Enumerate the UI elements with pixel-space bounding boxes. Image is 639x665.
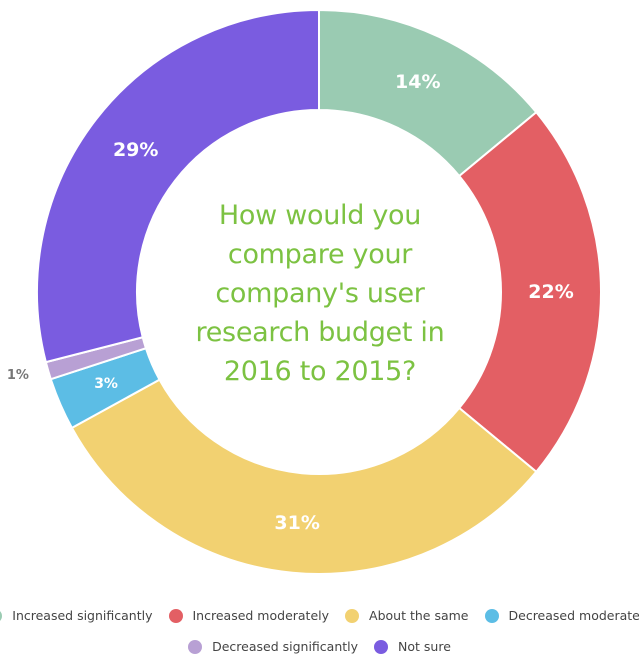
legend-label: Increased significantly bbox=[12, 608, 153, 623]
slice-label: 3% bbox=[94, 376, 118, 392]
legend-item-about-the-same[interactable]: About the same bbox=[345, 608, 469, 623]
legend-swatch bbox=[168, 608, 183, 623]
legend-swatch bbox=[374, 639, 389, 654]
donut-chart: 14% 22% 31% 3% 1% 29% bbox=[7, 8, 603, 575]
slice-increased-moderately[interactable] bbox=[457, 110, 603, 474]
legend-label: Decreased significantly bbox=[212, 639, 359, 654]
chart-title: How would you compare your company's use… bbox=[170, 196, 470, 391]
slice-label: 22% bbox=[528, 281, 573, 303]
legend-label: Decreased moderately bbox=[508, 608, 639, 623]
slice-label: 29% bbox=[113, 139, 158, 161]
donut-slices bbox=[36, 8, 603, 575]
slice-label: 14% bbox=[395, 71, 440, 93]
legend-item-not-sure[interactable]: Not sure bbox=[374, 639, 451, 654]
legend-label: Increased moderately bbox=[192, 608, 330, 623]
chart-title-line: 2016 to 2015? bbox=[223, 356, 417, 387]
legend-swatch bbox=[345, 608, 360, 623]
legend-item-decreased-moderately[interactable]: Decreased moderately bbox=[484, 608, 639, 623]
slice-labels: 14% 22% 31% 3% 1% 29% bbox=[7, 71, 574, 534]
slice-label: 1% bbox=[7, 368, 29, 383]
slice-about-the-same[interactable] bbox=[70, 378, 538, 575]
legend-row: Decreased significantly Not sure bbox=[0, 639, 639, 654]
chart-title-line: research budget in bbox=[195, 317, 445, 348]
legend-swatch bbox=[0, 608, 3, 623]
legend-row: Increased significantly Increased modera… bbox=[0, 608, 639, 623]
chart-title-line: compare your bbox=[227, 239, 413, 270]
legend-item-decreased-significantly[interactable]: Decreased significantly bbox=[188, 639, 358, 654]
legend-item-increased-significantly[interactable]: Increased significantly bbox=[0, 608, 153, 623]
legend-swatch bbox=[188, 639, 203, 654]
legend-label: About the same bbox=[369, 608, 469, 623]
legend-swatch bbox=[484, 608, 499, 623]
legend-item-increased-moderately[interactable]: Increased moderately bbox=[168, 608, 330, 623]
chart-title-line: company's user bbox=[215, 278, 425, 309]
chart-title-line: How would you bbox=[218, 200, 422, 231]
slice-label: 31% bbox=[274, 512, 319, 534]
slice-not-sure[interactable] bbox=[36, 8, 320, 364]
legend-label: Not sure bbox=[398, 639, 451, 654]
